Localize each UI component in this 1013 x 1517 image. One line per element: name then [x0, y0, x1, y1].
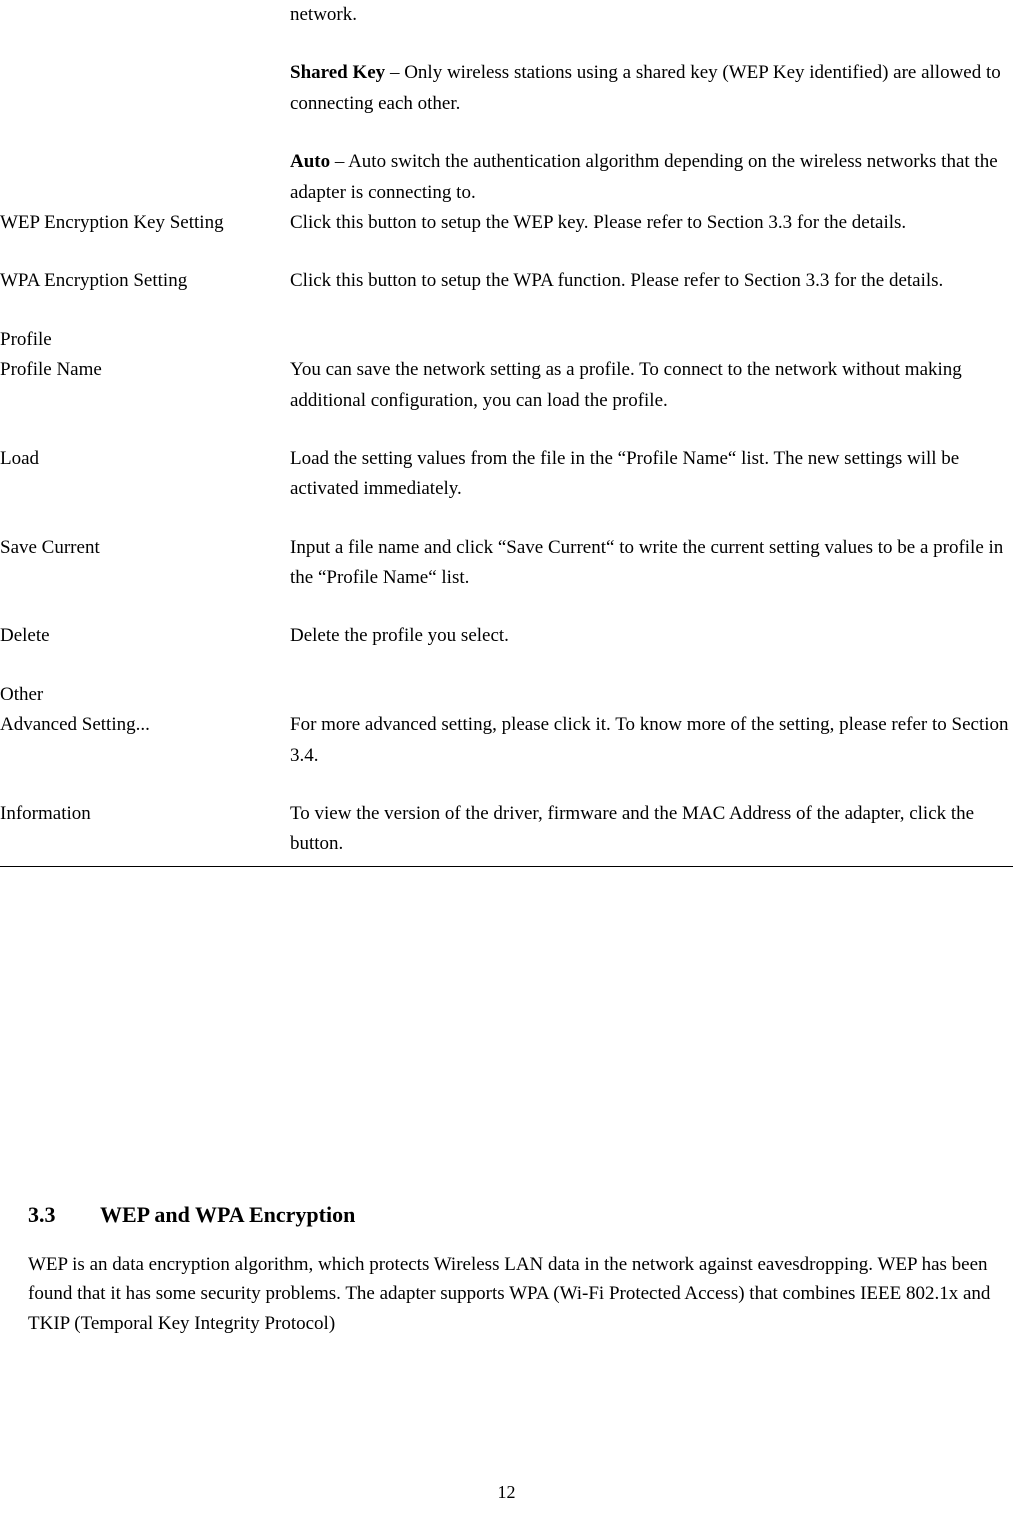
- load-label: Load: [0, 444, 290, 533]
- profile-group-label: Profile: [0, 325, 1013, 355]
- load-desc: Load the setting values from the file in…: [290, 444, 1013, 533]
- divider-line: [0, 866, 1013, 867]
- delete-label: Delete: [0, 621, 290, 679]
- section-heading: 3.3WEP and WPA Encryption: [28, 1197, 1013, 1232]
- auto-para: Auto – Auto switch the authentication al…: [290, 147, 1013, 208]
- section-title: WEP and WPA Encryption: [100, 1202, 355, 1227]
- information-label: Information: [0, 799, 290, 866]
- wep-label: WEP Encryption Key Setting: [0, 208, 290, 266]
- shared-key-label: Shared Key: [290, 62, 385, 83]
- page-number: 12: [0, 1478, 1013, 1507]
- section-number: 3.3: [28, 1197, 100, 1232]
- save-current-label: Save Current: [0, 533, 290, 622]
- other-group-label: Other: [0, 680, 1013, 710]
- save-current-desc: Input a file name and click “Save Curren…: [290, 533, 1013, 622]
- definition-table: network. Shared Key – Only wireless stat…: [0, 0, 1013, 866]
- profile-name-desc: You can save the network setting as a pr…: [290, 355, 1013, 444]
- profile-name-label: Profile Name: [0, 355, 290, 444]
- auto-text: – Auto switch the authentication algorit…: [290, 151, 998, 202]
- wep-desc: Click this button to setup the WEP key. …: [290, 208, 1013, 266]
- shared-key-para: Shared Key – Only wireless stations usin…: [290, 58, 1013, 119]
- shared-key-text: – Only wireless stations using a shared …: [290, 62, 1001, 113]
- advanced-desc: For more advanced setting, please click …: [290, 710, 1013, 799]
- wpa-desc: Click this button to setup the WPA funct…: [290, 266, 1013, 324]
- advanced-label: Advanced Setting...: [0, 710, 290, 799]
- auto-label: Auto: [290, 151, 330, 172]
- fragment-text: network.: [290, 0, 1013, 30]
- wpa-label: WPA Encryption Setting: [0, 266, 290, 324]
- information-desc: To view the version of the driver, firmw…: [290, 799, 1013, 866]
- delete-desc: Delete the profile you select.: [290, 621, 1013, 679]
- section-body: WEP is an data encryption algorithm, whi…: [28, 1250, 993, 1338]
